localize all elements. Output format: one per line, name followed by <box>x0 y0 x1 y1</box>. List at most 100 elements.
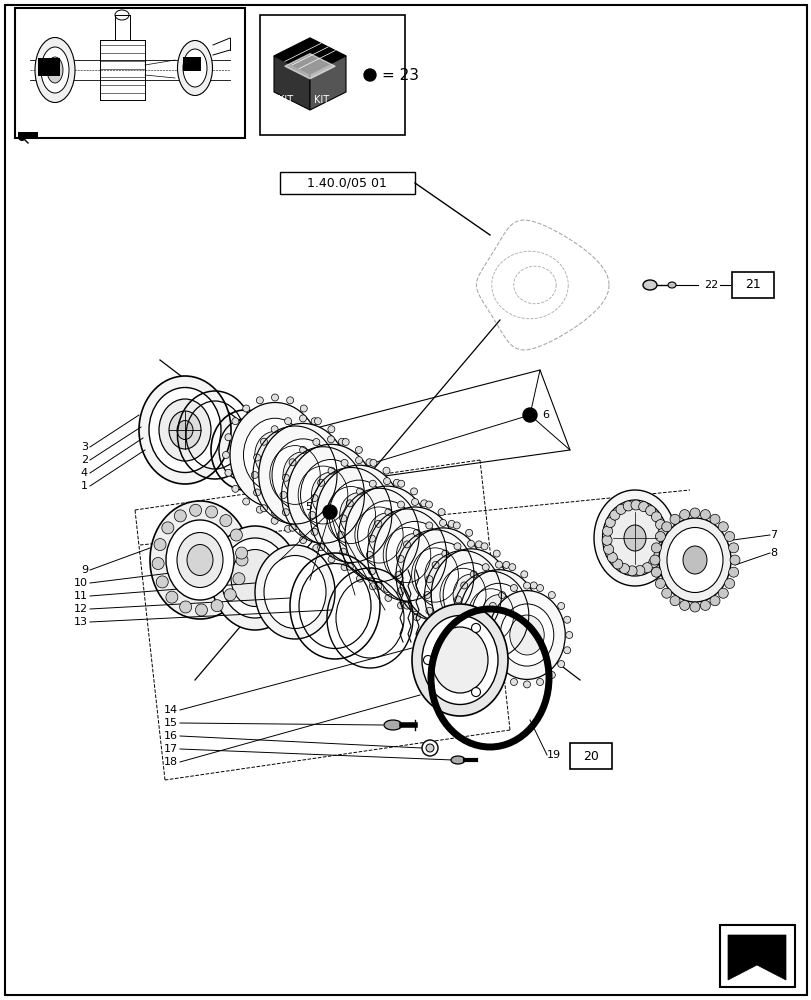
Ellipse shape <box>287 444 374 546</box>
Ellipse shape <box>165 520 234 600</box>
Circle shape <box>538 611 545 618</box>
Circle shape <box>603 544 613 554</box>
Circle shape <box>563 647 570 654</box>
Circle shape <box>482 659 488 666</box>
Circle shape <box>225 469 232 476</box>
Circle shape <box>718 522 727 532</box>
Circle shape <box>723 578 734 588</box>
Ellipse shape <box>300 460 361 530</box>
Circle shape <box>225 434 232 441</box>
Circle shape <box>475 541 482 548</box>
Circle shape <box>536 596 543 603</box>
Circle shape <box>401 512 409 518</box>
Circle shape <box>282 509 289 516</box>
Circle shape <box>481 555 488 562</box>
Ellipse shape <box>594 490 676 586</box>
Circle shape <box>308 512 315 518</box>
Circle shape <box>452 611 459 618</box>
Circle shape <box>441 550 448 557</box>
Circle shape <box>299 415 306 422</box>
Circle shape <box>154 539 166 551</box>
Circle shape <box>260 438 267 445</box>
Circle shape <box>411 498 418 506</box>
Ellipse shape <box>682 546 706 574</box>
Circle shape <box>317 544 324 551</box>
Circle shape <box>397 583 404 590</box>
Text: 3: 3 <box>81 442 88 452</box>
Circle shape <box>448 583 454 590</box>
Circle shape <box>345 489 352 496</box>
Circle shape <box>328 517 334 524</box>
Circle shape <box>480 640 487 647</box>
Circle shape <box>397 555 404 562</box>
Circle shape <box>654 520 665 530</box>
Circle shape <box>454 535 461 542</box>
Circle shape <box>623 501 633 511</box>
Circle shape <box>271 394 278 401</box>
Text: 2: 2 <box>81 455 88 465</box>
Circle shape <box>454 596 461 603</box>
Ellipse shape <box>255 545 335 639</box>
Circle shape <box>467 540 474 547</box>
Circle shape <box>345 500 353 507</box>
Bar <box>731 272 773 298</box>
Circle shape <box>483 647 490 654</box>
Text: 11: 11 <box>74 591 88 601</box>
Circle shape <box>383 585 390 592</box>
Ellipse shape <box>367 513 406 557</box>
Circle shape <box>481 632 487 639</box>
Circle shape <box>453 640 461 647</box>
Ellipse shape <box>178 40 212 96</box>
Circle shape <box>723 532 734 542</box>
Circle shape <box>471 688 480 697</box>
Circle shape <box>286 397 294 404</box>
Circle shape <box>475 602 482 609</box>
Circle shape <box>604 518 615 528</box>
Circle shape <box>482 564 488 571</box>
Circle shape <box>425 501 432 508</box>
Circle shape <box>256 506 263 513</box>
Circle shape <box>510 585 517 592</box>
Circle shape <box>650 512 661 522</box>
Circle shape <box>232 485 238 492</box>
Circle shape <box>498 671 505 678</box>
Circle shape <box>372 474 380 481</box>
Circle shape <box>393 479 400 486</box>
Circle shape <box>230 529 242 541</box>
Circle shape <box>311 495 318 502</box>
Bar <box>260 15 405 135</box>
Bar <box>569 743 611 769</box>
Circle shape <box>271 517 278 524</box>
Circle shape <box>679 510 689 520</box>
Text: 21: 21 <box>744 278 760 292</box>
Circle shape <box>465 529 472 536</box>
Circle shape <box>536 678 543 685</box>
Circle shape <box>547 592 555 599</box>
Circle shape <box>224 589 236 601</box>
Circle shape <box>426 744 433 752</box>
Ellipse shape <box>460 570 538 660</box>
Circle shape <box>242 405 250 412</box>
Circle shape <box>341 439 349 446</box>
Circle shape <box>369 583 375 590</box>
Bar <box>38 58 60 76</box>
Circle shape <box>363 69 375 81</box>
Circle shape <box>669 514 679 524</box>
Ellipse shape <box>345 486 428 584</box>
Circle shape <box>492 633 500 640</box>
Circle shape <box>467 643 474 650</box>
Circle shape <box>511 591 517 598</box>
Ellipse shape <box>211 526 298 630</box>
Ellipse shape <box>623 525 646 551</box>
Text: 7: 7 <box>769 530 776 540</box>
Ellipse shape <box>422 615 497 704</box>
Circle shape <box>645 506 654 516</box>
Circle shape <box>179 601 191 613</box>
Ellipse shape <box>47 57 63 83</box>
Circle shape <box>523 582 530 589</box>
Circle shape <box>156 576 168 588</box>
Ellipse shape <box>230 402 320 508</box>
Polygon shape <box>18 132 38 137</box>
Circle shape <box>607 552 616 562</box>
Ellipse shape <box>315 465 401 565</box>
